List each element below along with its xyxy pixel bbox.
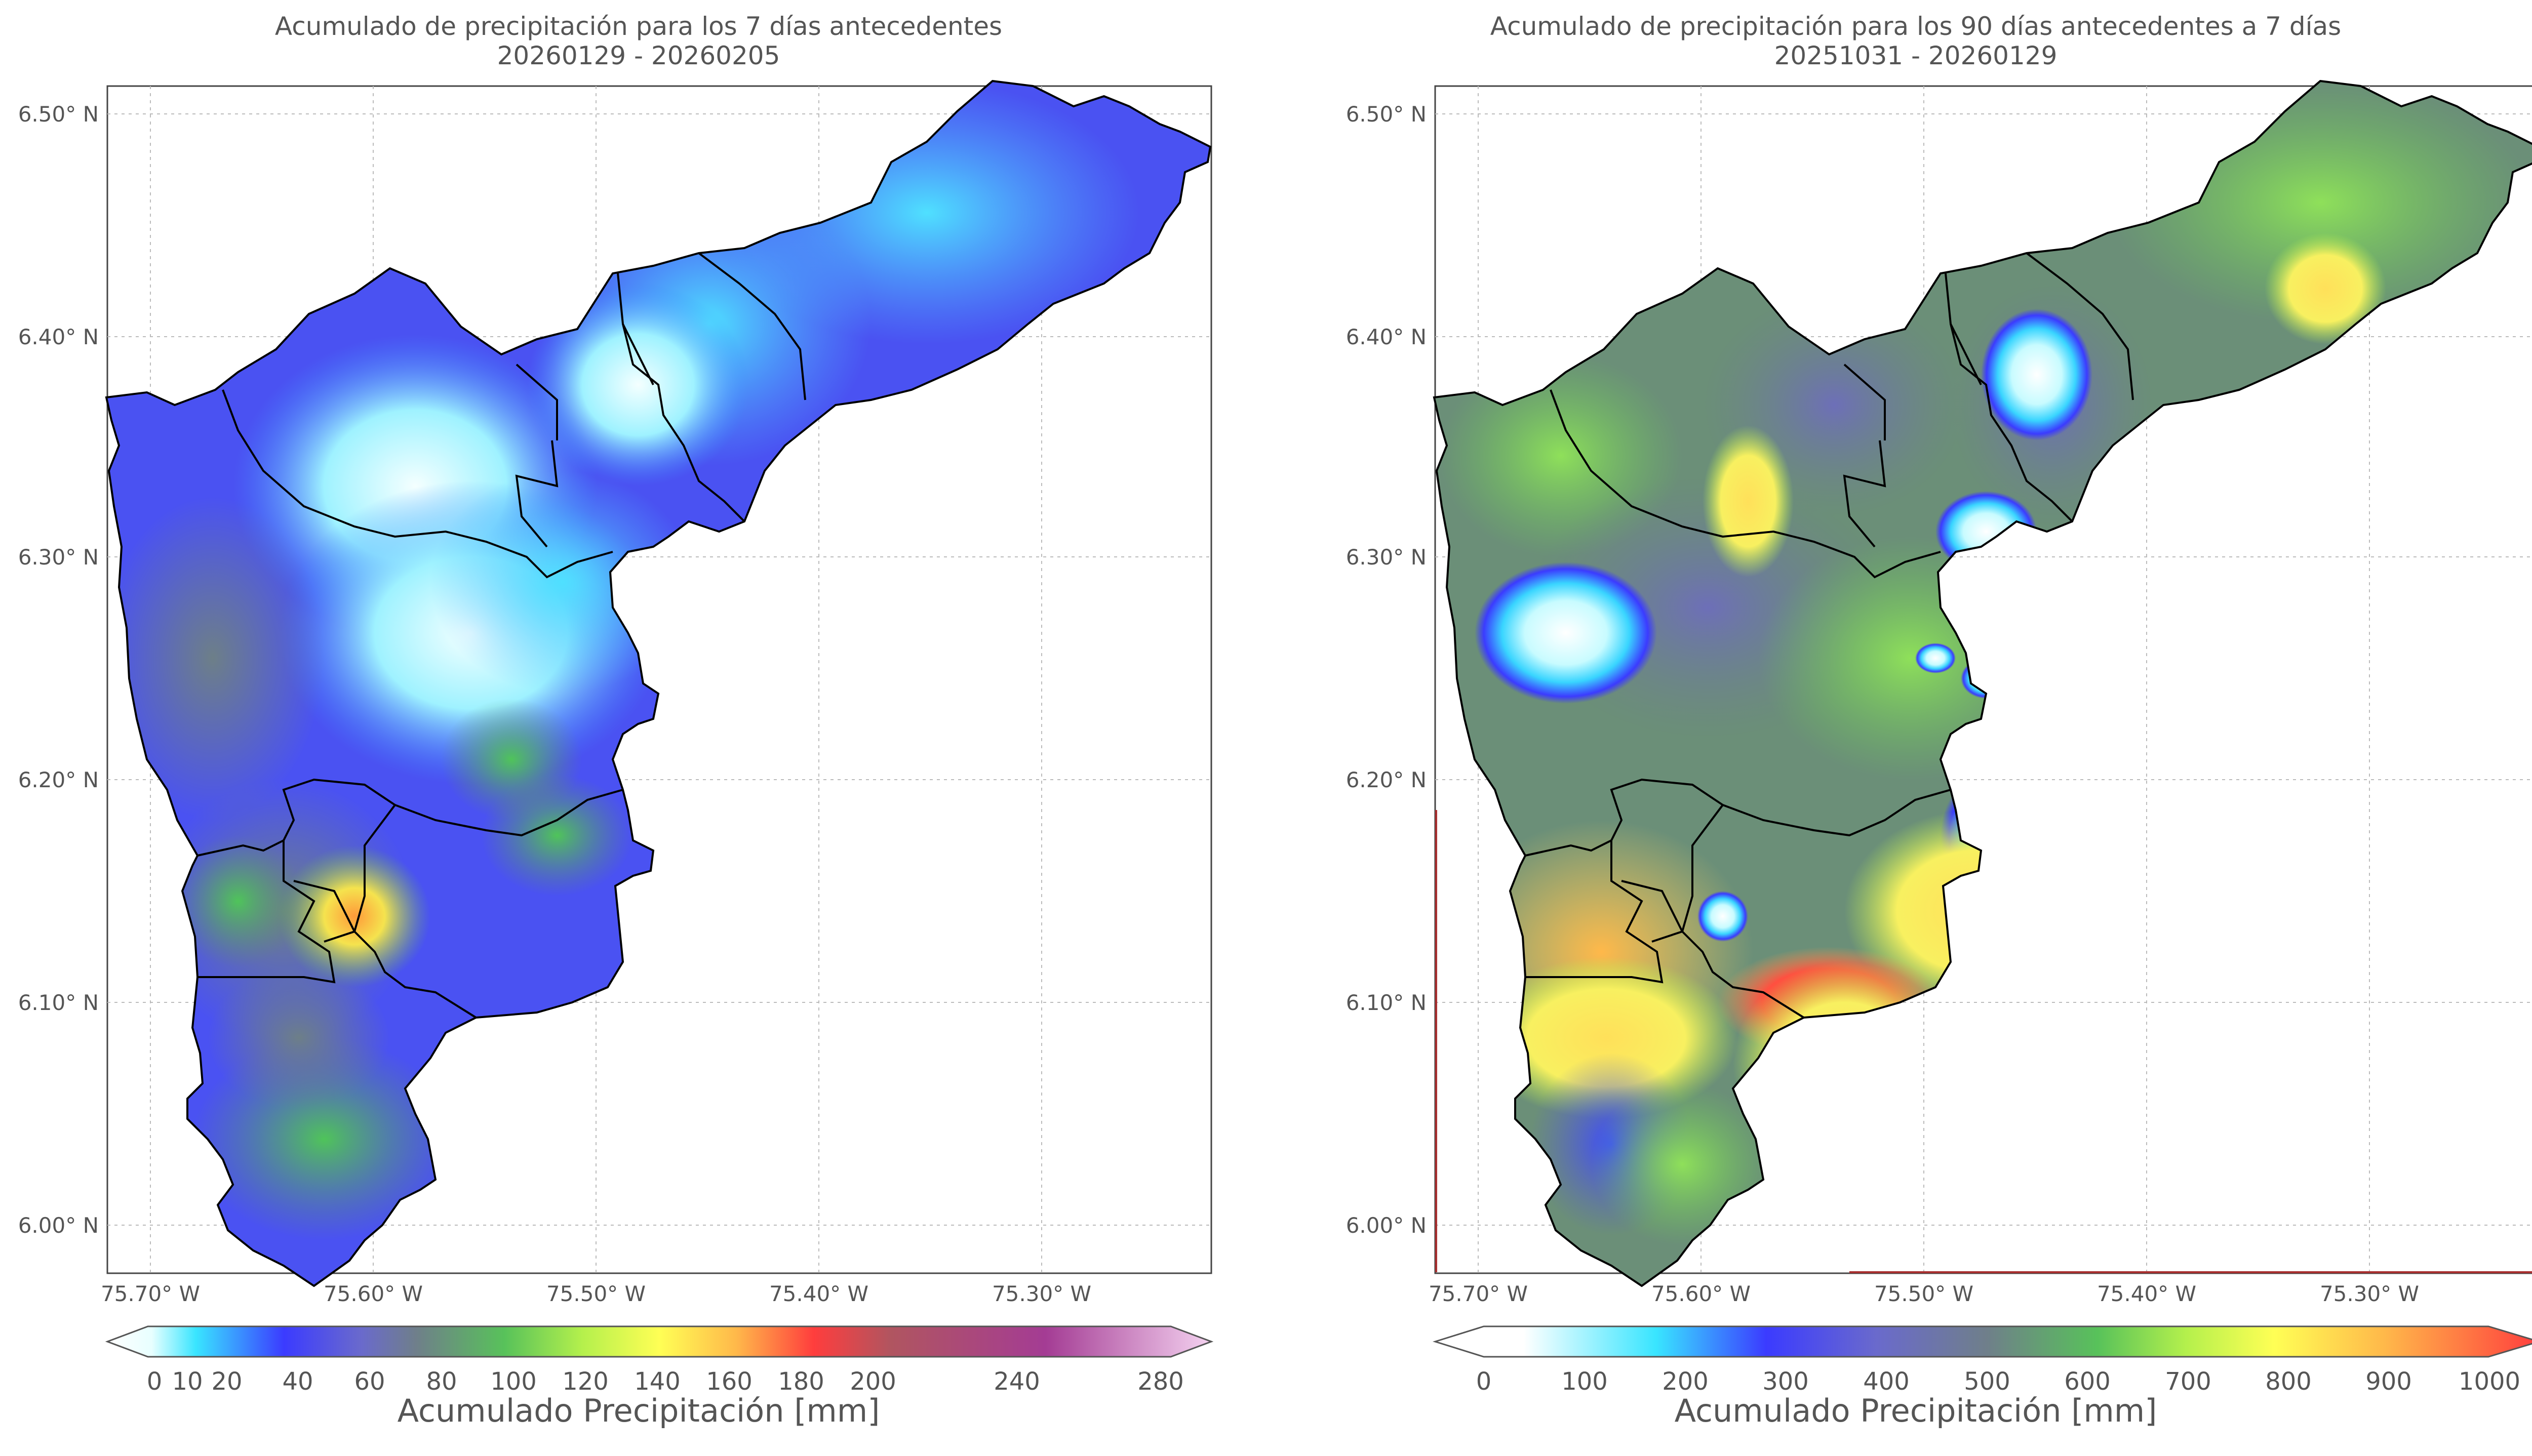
colorbar-tick: 240 (994, 1367, 1040, 1396)
right-colorbar: 0 100 200 300 400 500 600 700 800 900 10… (1432, 1325, 2532, 1396)
colorbar-tick: 200 (1662, 1367, 1709, 1396)
right-municipality-borders (1525, 252, 2134, 1019)
lat-label: 6.30° N (18, 545, 99, 570)
colorbar-tick: 800 (2265, 1367, 2312, 1396)
colorbar-tick: 300 (1762, 1367, 1809, 1396)
left-colorbar-bar (105, 1325, 1214, 1358)
lon-label: 75.40° W (769, 1281, 868, 1306)
colorbar-tick: 0 (1476, 1367, 1492, 1396)
lat-label: 6.10° N (1346, 990, 1427, 1015)
colorbar-tick: 40 (282, 1367, 313, 1396)
lat-label: 6.40° N (1346, 325, 1427, 349)
lat-label: 6.10° N (18, 990, 99, 1015)
colorbar-tick: 200 (850, 1367, 896, 1396)
colorbar-tick: 100 (490, 1367, 537, 1396)
colorbar-tick: 20 (211, 1367, 242, 1396)
left-municipality-borders (197, 252, 806, 1019)
colorbar-tick: 100 (1561, 1367, 1608, 1396)
colorbar-tick: 600 (2064, 1367, 2111, 1396)
lon-label: 75.30° W (992, 1281, 1091, 1306)
left-map-date-range: 20260129 - 20260205 (497, 41, 780, 70)
right-lat-labels: 6.50° N 6.40° N 6.30° N 6.20° N 6.10° N … (1346, 102, 1427, 1238)
colorbar-tick: 1000 (2459, 1367, 2520, 1396)
colorbar-tick: 140 (634, 1367, 681, 1396)
colorbar-tick: 80 (426, 1367, 457, 1396)
colorbar-tick: 180 (778, 1367, 824, 1396)
colorbar-tick: 0 (147, 1367, 163, 1396)
left-lon-labels: 75.70° W 75.60° W 75.50° W 75.40° W 75.3… (101, 1281, 1091, 1306)
lon-label: 75.40° W (2097, 1281, 2196, 1306)
lat-label: 6.50° N (1346, 102, 1427, 127)
right-lon-labels: 75.70° W 75.60° W 75.50° W 75.40° W 75.3… (1429, 1281, 2419, 1306)
colorbar-tick: 280 (1137, 1367, 1184, 1396)
lat-label: 6.30° N (1346, 545, 1427, 570)
left-map-figure: 6.50° N 6.40° N 6.30° N 6.20° N 6.10° N … (18, 80, 1214, 1396)
lat-label: 6.20° N (1346, 767, 1427, 792)
lon-label: 75.60° W (324, 1281, 423, 1306)
right-colorbar-bar (1432, 1325, 2532, 1358)
lat-label: 6.40° N (18, 325, 99, 349)
colorbar-tick: 700 (2165, 1367, 2211, 1396)
colorbar-tick: 900 (2365, 1367, 2412, 1396)
lat-label: 6.20° N (18, 767, 99, 792)
lon-label: 75.70° W (101, 1281, 200, 1306)
lat-label: 6.00° N (18, 1213, 99, 1238)
colorbar-tick: 60 (354, 1367, 385, 1396)
right-map-date-range: 20251031 - 20260129 (1774, 41, 2058, 70)
left-lat-labels: 6.50° N 6.40° N 6.30° N 6.20° N 6.10° N … (18, 102, 99, 1238)
lon-label: 75.50° W (546, 1281, 646, 1306)
right-frame-accent-lines (1435, 810, 2532, 1273)
left-map-title: Acumulado de precipitación para los 7 dí… (274, 12, 1003, 41)
right-map-title: Acumulado de precipitación para los 90 d… (1490, 12, 2342, 41)
lat-label: 6.00° N (1346, 1213, 1427, 1238)
left-map-panel: Acumulado de precipitación para los 7 dí… (18, 12, 1214, 1429)
lat-label: 6.50° N (18, 102, 99, 127)
lon-label: 75.50° W (1874, 1281, 1973, 1306)
right-map-figure: 6.50° N 6.40° N 6.30° N 6.20° N 6.10° N … (1346, 80, 2532, 1396)
lon-label: 75.70° W (1429, 1281, 1528, 1306)
lon-label: 75.30° W (2320, 1281, 2419, 1306)
colorbar-tick: 160 (706, 1367, 753, 1396)
colorbar-tick: 400 (1863, 1367, 1910, 1396)
left-colorbar: 0 10 20 40 60 80 100 120 140 160 180 200… (105, 1325, 1214, 1396)
right-map-panel: Acumulado de precipitación para los 90 d… (1277, 0, 2532, 1456)
colorbar-tick: 500 (1964, 1367, 2010, 1396)
colorbar-tick: 10 (172, 1367, 203, 1396)
colorbar-tick: 120 (562, 1367, 609, 1396)
right-colorbar-label: Acumulado Precipitación [mm] (1674, 1392, 2157, 1429)
left-colorbar-label: Acumulado Precipitación [mm] (397, 1392, 880, 1429)
lon-label: 75.60° W (1651, 1281, 1751, 1306)
